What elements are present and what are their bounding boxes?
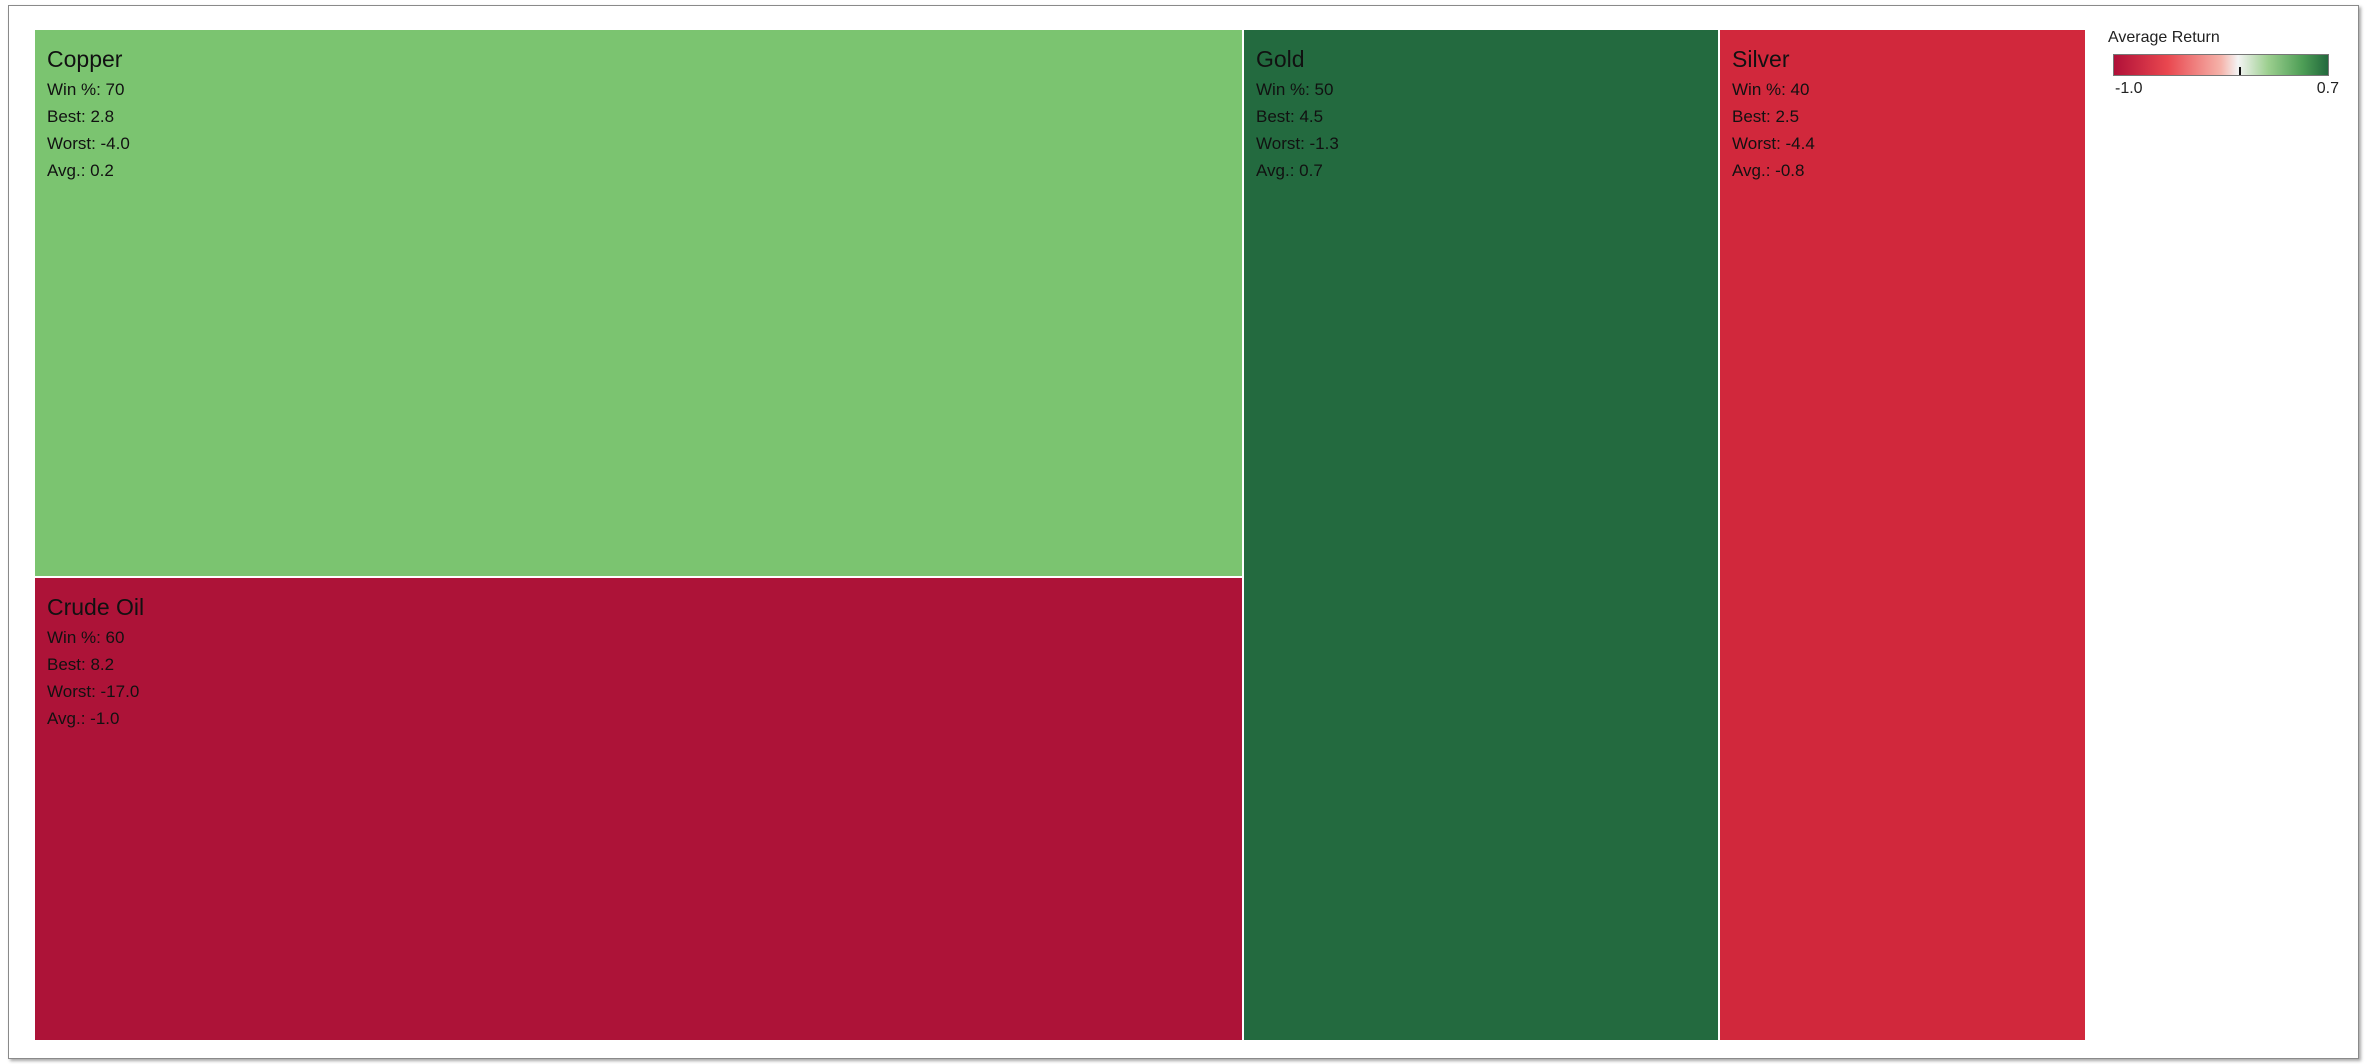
tile-label-group: Gold Win %: 50 Best: 4.5 Worst: -1.3 Avg.: 0…: [1256, 44, 1339, 184]
tile-worst-label: Worst: -17.0: [47, 682, 140, 701]
tile-worst-label: Worst: -4.0: [47, 134, 130, 153]
tile-best-label: Best: 4.5: [1256, 107, 1324, 126]
legend-max-label: 0.7: [2316, 80, 2339, 97]
tile-avg-label: Avg.: -1.0: [47, 709, 120, 728]
tile-win-label: Win %: 50: [1256, 80, 1334, 99]
legend-zero-tick: [2238, 67, 2241, 75]
tile-win-label: Win %: 60: [47, 628, 125, 647]
treemap: Copper Win %: 70 Best: 2.8 Worst: -4.0 Avg.:…: [34, 29, 2093, 1041]
color-legend: Average Return -1.0 0.7: [2108, 28, 2339, 97]
legend-gradient-bar: [2113, 54, 2329, 76]
tile-best-label: Best: 2.5: [1732, 107, 1800, 126]
tile-best-label: Best: 8.2: [47, 655, 115, 674]
treemap-tile-silver[interactable]: Silver Win %: 40 Best: 2.5 Worst: -4.4 Avg.:…: [1719, 29, 2086, 1041]
tile-label-group: Silver Win %: 40 Best: 2.5 Worst: -4.4 Avg.:…: [1732, 44, 1815, 184]
tile-name-label: Copper: [47, 46, 123, 72]
legend-title: Average Return: [2108, 29, 2220, 46]
tile-win-label: Win %: 70: [47, 80, 125, 99]
tile-avg-label: Avg.: 0.2: [47, 161, 114, 180]
tile-name-label: Silver: [1732, 46, 1790, 72]
tile-avg-label: Avg.: 0.7: [1256, 161, 1323, 180]
legend-labels: -1.0 0.7: [2113, 76, 2339, 97]
legend-min-label: -1.0: [2115, 80, 2143, 97]
tile-name-label: Gold: [1256, 46, 1305, 72]
tile-best-label: Best: 2.8: [47, 107, 115, 126]
treemap-tile-crude-oil[interactable]: Crude Oil Win %: 60 Best: 8.2 Worst: -17.0 A…: [34, 577, 1243, 1041]
tile-worst-label: Worst: -1.3: [1256, 134, 1339, 153]
treemap-tile-copper[interactable]: Copper Win %: 70 Best: 2.8 Worst: -4.0 Avg.:…: [34, 29, 1243, 577]
tile-avg-label: Avg.: -0.8: [1732, 161, 1805, 180]
tile-worst-label: Worst: -4.4: [1732, 134, 1815, 153]
tile-name-label: Crude Oil: [47, 594, 145, 620]
tile-label-group: Crude Oil Win %: 60 Best: 8.2 Worst: -17.0 A…: [47, 592, 144, 732]
tile-label-group: Copper Win %: 70 Best: 2.8 Worst: -4.0 Avg.:…: [47, 44, 130, 184]
treemap-tile-gold[interactable]: Gold Win %: 50 Best: 4.5 Worst: -1.3 Avg.: 0…: [1243, 29, 1719, 1041]
tile-win-label: Win %: 40: [1732, 80, 1810, 99]
